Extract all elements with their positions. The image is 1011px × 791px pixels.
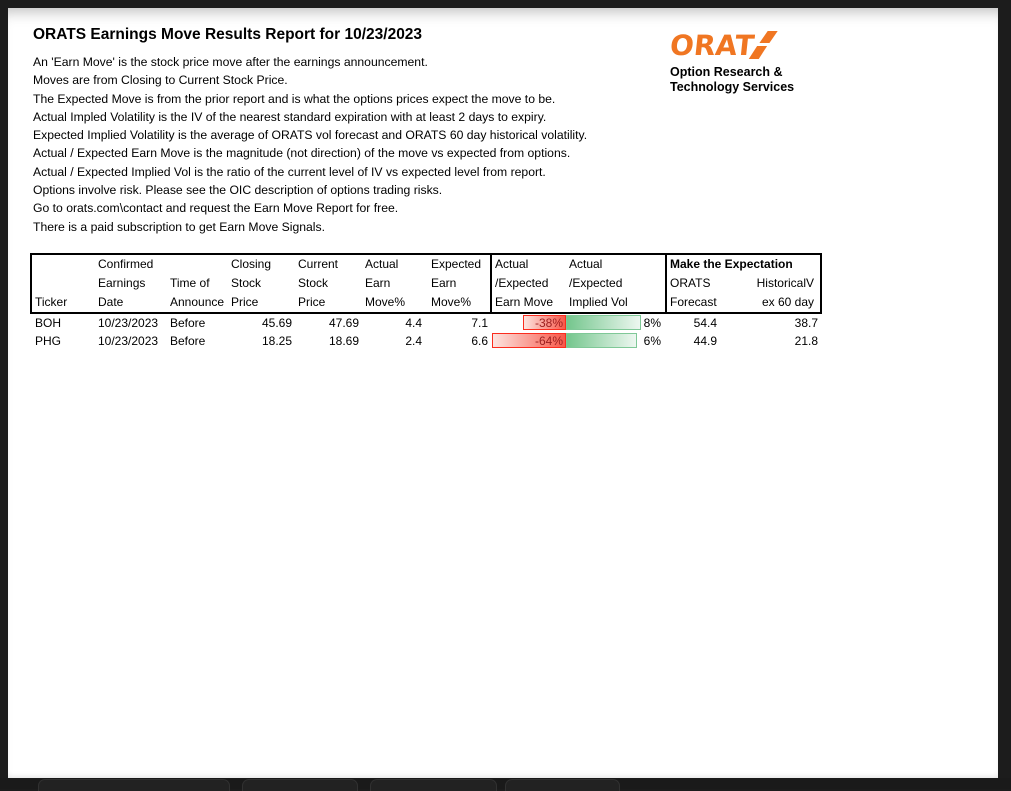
cell-announce: Before bbox=[170, 334, 206, 348]
cell-expected-earn-move: 7.1 bbox=[471, 316, 488, 330]
col-header-ae-implied-vol: Implied Vol bbox=[569, 295, 628, 309]
background-tab bbox=[505, 779, 620, 791]
report-page: ORATS Earnings Move Results Report for 1… bbox=[8, 8, 998, 778]
earnings-results-table: Ticker Confirmed Earnings Date Time of Anno… bbox=[30, 253, 822, 350]
col-header-orats-forecast: Forecast bbox=[670, 295, 717, 309]
intro-line: Actual Impled Volatility is the IV of th… bbox=[33, 109, 547, 124]
header-section-expectation: Make the Expectation ORATS Forecast Histo… bbox=[667, 255, 820, 312]
svg-text:ORAT: ORAT bbox=[668, 29, 755, 62]
negative-data-bar: -64% bbox=[492, 333, 566, 348]
background-tab bbox=[242, 779, 358, 791]
cell-closing-price: 45.69 bbox=[261, 316, 292, 330]
orats-wordmark-icon: ORAT bbox=[668, 29, 778, 62]
cell-earnings-date: 10/23/2023 bbox=[98, 334, 159, 348]
cell-actual-earn-move: 2.4 bbox=[405, 334, 422, 348]
col-header-expected-earn-move: Move% bbox=[431, 295, 472, 309]
table-row: BOH 10/23/2023 Before 45.69 47.69 4.4 7.… bbox=[30, 314, 822, 332]
intro-line: An 'Earn Move' is the stock price move a… bbox=[33, 55, 428, 69]
cell-ae-earn-move: -38% bbox=[492, 314, 566, 332]
cell-expected-earn-move: 6.6 bbox=[471, 334, 488, 348]
intro-line: Options involve risk. Please see the OIC… bbox=[33, 183, 443, 198]
intro-line: Actual / Expected Implied Vol is the rat… bbox=[33, 164, 546, 179]
col-header-closing-price: Price bbox=[231, 295, 259, 309]
table-header: Ticker Confirmed Earnings Date Time of Anno… bbox=[30, 253, 822, 314]
positive-data-bar bbox=[566, 315, 642, 330]
cell-ae-implied-vol: 6% bbox=[566, 332, 665, 350]
negative-data-bar: -38% bbox=[523, 315, 566, 330]
col-header-earnings-date: Date bbox=[98, 295, 124, 309]
report-intro: An 'Earn Move' is the stock price move a… bbox=[33, 53, 733, 236]
cell-current-price: 47.69 bbox=[328, 316, 359, 330]
logo-subtitle: Option Research & Technology Services bbox=[670, 65, 795, 94]
cell-ae-implied-vol: 8% bbox=[566, 314, 665, 332]
intro-line: Expected Implied Volatility is the avera… bbox=[33, 128, 588, 143]
table-row: PHG 10/23/2023 Before 18.25 18.69 2.4 6.… bbox=[30, 332, 822, 350]
section-divider bbox=[490, 255, 492, 312]
intro-line: Moves are from Closing to Current Stock … bbox=[33, 73, 288, 88]
positive-data-bar bbox=[566, 333, 638, 348]
cell-historical-v: 38.7 bbox=[794, 316, 818, 330]
intro-line: The Expected Move is from the prior repo… bbox=[33, 91, 556, 106]
section-divider bbox=[665, 255, 667, 312]
cell-ticker: BOH bbox=[35, 316, 62, 330]
cell-current-price: 18.69 bbox=[328, 334, 359, 348]
orats-logo: ORAT Option Research & Technology Servic… bbox=[668, 28, 818, 95]
col-header-ticker: Ticker bbox=[35, 295, 68, 309]
col-header-announce: Announce bbox=[170, 295, 225, 309]
intro-line: Go to orats.com\contact and request the … bbox=[33, 201, 399, 216]
header-section-ratios: Actual/Expected Earn Move Actual/Expected… bbox=[492, 255, 665, 312]
col-header-ae-earn-move: Earn Move bbox=[495, 295, 554, 309]
cell-earnings-date: 10/23/2023 bbox=[98, 316, 159, 330]
col-header-actual-earn-move: Move% bbox=[365, 295, 406, 309]
cell-orats-forecast: 54.4 bbox=[693, 316, 717, 330]
col-header-current-price: Price bbox=[298, 295, 326, 309]
background-window-strip bbox=[0, 778, 1011, 791]
cell-orats-forecast: 44.9 bbox=[693, 334, 717, 348]
cell-ae-earn-move: -64% bbox=[492, 332, 566, 350]
make-expectation-title: Make the Expectation bbox=[670, 257, 793, 271]
report-title: ORATS Earnings Move Results Report for 1… bbox=[33, 26, 423, 43]
table-body: BOH 10/23/2023 Before 45.69 47.69 4.4 7.… bbox=[30, 314, 822, 350]
intro-line: There is a paid subscription to get Earn… bbox=[33, 219, 325, 234]
cell-announce: Before bbox=[170, 316, 206, 330]
cell-ticker: PHG bbox=[35, 334, 62, 348]
background-tab bbox=[370, 779, 497, 791]
col-header-historical-v: ex 60 day bbox=[761, 295, 814, 309]
cell-closing-price: 18.25 bbox=[261, 334, 292, 348]
header-section-main: Ticker Confirmed Earnings Date Time of Anno… bbox=[32, 255, 490, 312]
background-tab bbox=[38, 779, 230, 791]
cell-historical-v: 21.8 bbox=[794, 334, 818, 348]
intro-line: Actual / Expected Earn Move is the magni… bbox=[33, 146, 571, 161]
cell-actual-earn-move: 4.4 bbox=[405, 316, 422, 330]
